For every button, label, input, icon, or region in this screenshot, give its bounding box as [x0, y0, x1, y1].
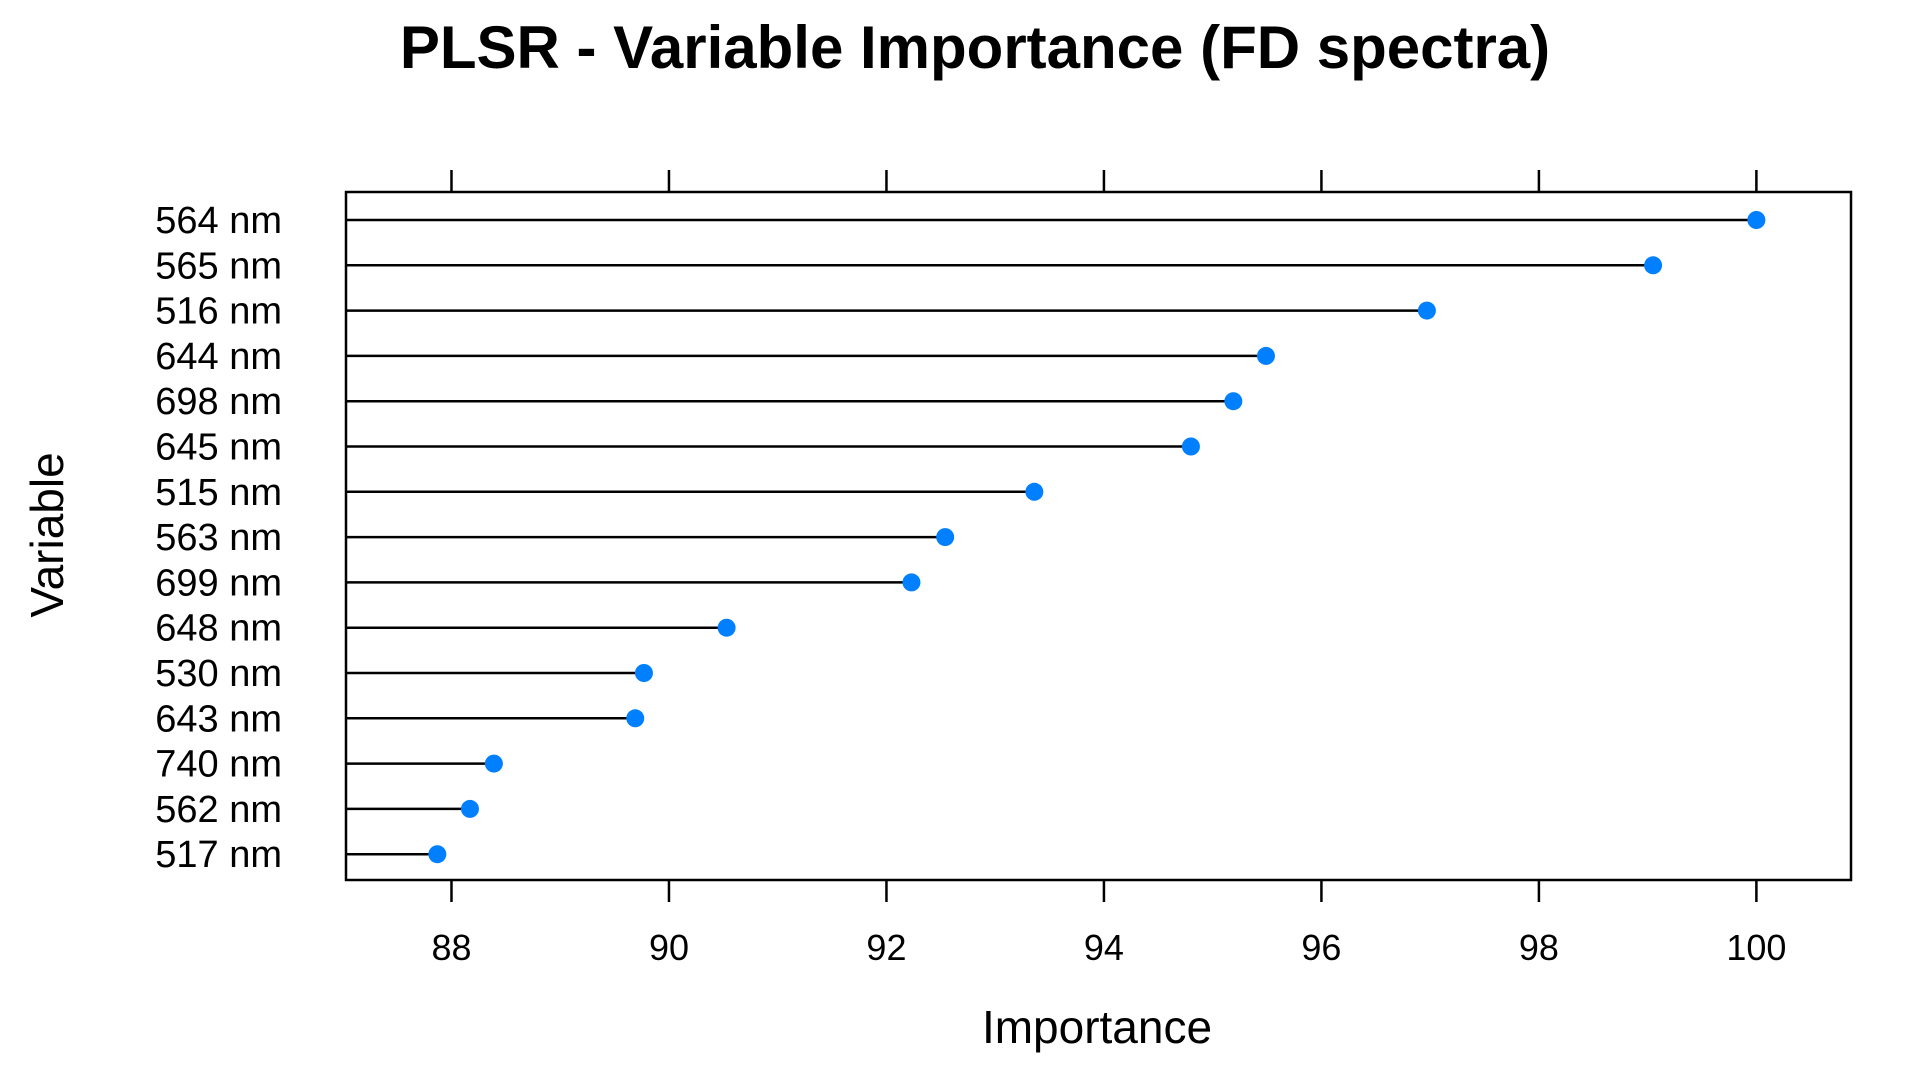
data-point [460, 799, 479, 818]
x-tick-label: 90 [649, 927, 689, 968]
data-point [1181, 437, 1200, 456]
x-tick-label: 94 [1084, 927, 1124, 968]
y-category-label: 644 nm [155, 336, 282, 378]
data-point [1224, 392, 1243, 411]
x-axis: 88 90 92 94 96 98 100 [431, 170, 1786, 968]
x-tick-label: 88 [431, 927, 471, 968]
y-category-label: 516 nm [155, 291, 282, 333]
y-category-label: 740 nm [155, 744, 282, 786]
data-point [902, 573, 921, 592]
y-category-label: 530 nm [155, 653, 282, 695]
y-category-label: 699 nm [155, 562, 282, 604]
x-tick-label: 100 [1726, 927, 1786, 968]
y-axis-title: Variable [21, 452, 73, 617]
y-category-label: 564 nm [155, 200, 282, 242]
data-point [936, 528, 955, 547]
data-point [1644, 256, 1663, 275]
data-point [717, 618, 736, 637]
data-point [1256, 346, 1275, 365]
y-category-label: 517 nm [155, 834, 282, 876]
data-point [634, 664, 653, 682]
x-tick-label: 92 [866, 927, 906, 968]
x-tick-label: 98 [1519, 927, 1559, 968]
data-point [1747, 211, 1766, 229]
chart-title: PLSR - Variable Importance (FD spectra) [400, 14, 1550, 81]
data-point [626, 709, 645, 728]
data-point [484, 754, 503, 773]
y-category-label: 648 nm [155, 608, 282, 650]
y-category-label: 562 nm [155, 789, 282, 831]
data-point [1025, 482, 1044, 501]
y-category-label: 565 nm [155, 245, 282, 287]
y-category-label: 515 nm [155, 472, 282, 514]
data-point [428, 845, 447, 864]
data-point [1417, 301, 1436, 320]
x-tick-label: 96 [1301, 927, 1341, 968]
y-category-label: 563 nm [155, 517, 282, 559]
y-category-label: 643 nm [155, 698, 282, 740]
y-category-label: 698 nm [155, 381, 282, 423]
y-category-label: 645 nm [155, 427, 282, 469]
x-axis-title: Importance [982, 1001, 1212, 1053]
